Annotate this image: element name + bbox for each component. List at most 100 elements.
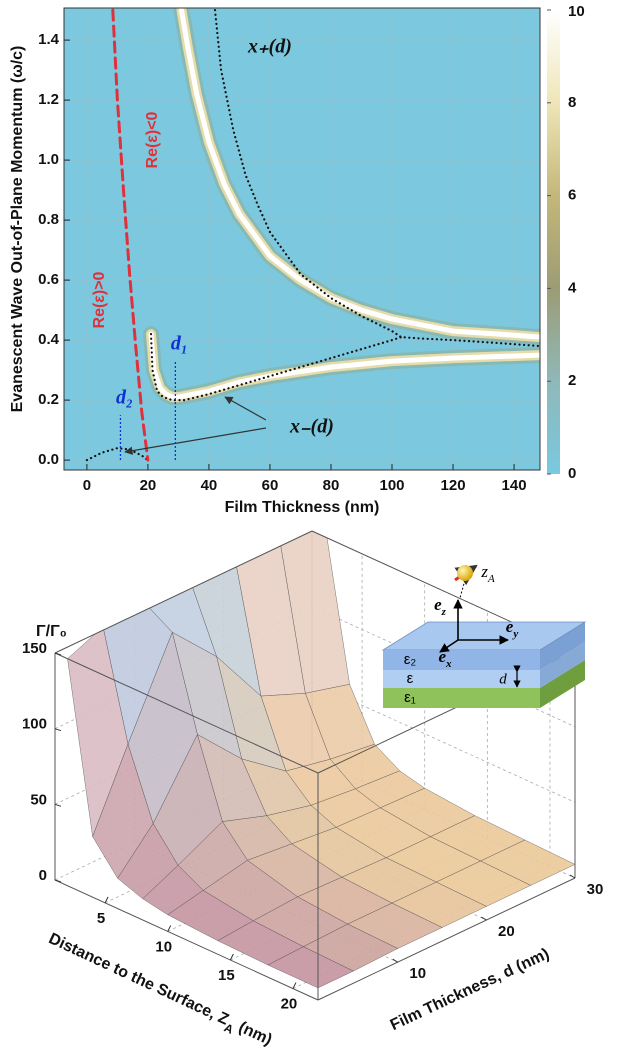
band xyxy=(148,331,540,400)
y-tick-label: 0.4 xyxy=(38,331,60,348)
subscript: z xyxy=(441,606,447,618)
tick-mark xyxy=(481,916,487,921)
tick-mark xyxy=(54,879,62,883)
x-tick-label: 5 xyxy=(97,910,105,927)
x-axis-title: Film Thickness (nm) xyxy=(225,499,380,516)
z-tick-label: 0 xyxy=(39,867,47,884)
inset-label: ez xyxy=(434,595,447,618)
label-part: Distance to the Surface, Z xyxy=(46,930,231,1029)
layer-eps2 xyxy=(383,650,540,670)
y-tick-label: 1.4 xyxy=(38,31,60,48)
z-tick-label: 100 xyxy=(22,716,47,733)
y-tick-label: 0.8 xyxy=(38,211,59,228)
y-tick-label: 0.2 xyxy=(38,391,59,408)
x-tick-label: 20 xyxy=(281,996,298,1013)
curve xyxy=(111,8,150,462)
x-tick-label: 15 xyxy=(218,967,235,984)
subscript: A xyxy=(487,573,495,585)
label-part: e xyxy=(506,617,514,636)
box-edge xyxy=(54,652,319,774)
x-tick-label: 0 xyxy=(83,477,91,494)
label-part: (nm) xyxy=(232,1017,275,1048)
inset-label: ε₂ xyxy=(404,651,417,668)
pointer xyxy=(124,427,267,455)
annotation: Re(ε)<0 xyxy=(144,111,161,168)
tick-mark xyxy=(104,896,109,904)
inset-label: ex xyxy=(438,647,452,670)
marker-label: d₁ xyxy=(171,333,188,355)
box-edge xyxy=(54,530,313,654)
x-tick-label: 80 xyxy=(323,477,340,494)
box-edge xyxy=(317,877,576,1001)
band xyxy=(179,8,540,340)
y-tick-label: 0.0 xyxy=(38,451,59,468)
y-tick-label: 10 xyxy=(409,965,426,982)
tick-mark xyxy=(54,728,62,732)
emitter xyxy=(457,565,473,581)
x-tick-label: 10 xyxy=(155,938,172,955)
marker-label: d₂ xyxy=(116,387,133,409)
tick-mark xyxy=(292,982,297,989)
subscript: x xyxy=(445,658,452,670)
plot-frame xyxy=(63,7,541,471)
layer-side xyxy=(540,622,585,670)
curve-label: x₋(d) xyxy=(289,416,334,438)
surface xyxy=(67,531,575,989)
x-tick-label: 140 xyxy=(502,477,527,494)
colorbar-label: 6 xyxy=(568,187,576,204)
y-tick-label: 0.6 xyxy=(38,271,59,288)
tick-mark xyxy=(392,958,399,963)
layer-eps xyxy=(383,670,540,688)
tick-mark xyxy=(54,652,62,656)
plot-background xyxy=(64,8,540,470)
z-tick-label: 50 xyxy=(30,791,47,808)
layer-side xyxy=(540,660,585,708)
inset-label: ey xyxy=(506,617,519,640)
tick-mark xyxy=(229,953,234,961)
curve xyxy=(85,333,403,462)
subscript: y xyxy=(511,628,518,640)
annotation: Re(ε)>0 xyxy=(91,271,108,328)
x-tick-label: 100 xyxy=(379,477,404,494)
z-tick-label: 150 xyxy=(22,640,47,657)
surface-chart: 0 50 100 150 5 10 15 20 10 20 30 Γ/Γ₀ Distance to th… xyxy=(22,530,604,1048)
tick-mark xyxy=(167,925,172,932)
label-part: e xyxy=(438,647,446,666)
x-tick-label: 60 xyxy=(262,477,279,494)
inset-label: ε₁ xyxy=(404,689,416,706)
tick-mark xyxy=(569,874,576,879)
x-tick-label: 40 xyxy=(201,477,218,494)
curve xyxy=(213,9,540,348)
axis-arrow xyxy=(439,639,459,653)
box-edge xyxy=(54,879,319,1001)
top-chart: 0 20 40 60 80 100 120 1400.00.20.40.60.81.01.21… xyxy=(9,3,584,516)
x-tick-label: 120 xyxy=(441,477,466,494)
dotted-link xyxy=(459,579,466,599)
tick-mark xyxy=(54,803,62,807)
label-part: z xyxy=(480,562,488,581)
surface-patch xyxy=(267,946,354,989)
colorbar-label: 10 xyxy=(568,3,585,20)
z-axis-title: Γ/Γ₀ xyxy=(36,623,67,640)
curve-label: x₊(d) xyxy=(247,36,292,58)
inset-label: ε xyxy=(407,670,414,687)
layer-eps1 xyxy=(383,688,540,708)
label-part: e xyxy=(434,595,442,614)
colorbar-label: 0 xyxy=(568,465,576,482)
colorbar-label: 8 xyxy=(568,94,576,111)
layer-side xyxy=(540,642,585,688)
colorbar-label: 4 xyxy=(568,279,577,296)
x-tick-label: 20 xyxy=(140,477,157,494)
inset-label: d xyxy=(499,671,507,687)
y-tick-label: 1.2 xyxy=(38,91,59,108)
y-axis-title: Evanescent Wave Out-of-Plane Momentum (ω… xyxy=(9,46,26,413)
y-tick-label: 30 xyxy=(587,881,604,898)
y-tick-label: 20 xyxy=(498,923,515,940)
colorbar-label: 2 xyxy=(568,372,576,389)
inset-label: zA xyxy=(480,562,495,585)
colorbar xyxy=(547,10,560,474)
y-tick-label: 1.0 xyxy=(38,151,59,168)
y-axis-title: Film Thickness, d (nm) xyxy=(388,945,552,1034)
